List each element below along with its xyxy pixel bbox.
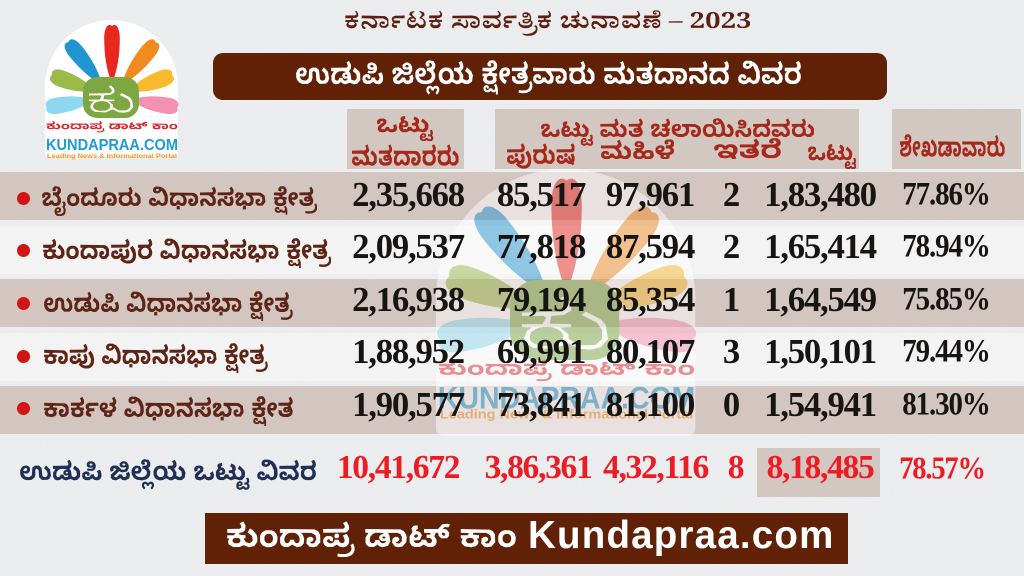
svg-text:Leading News & Informational P: Leading News & Informational Portal: [47, 153, 177, 160]
svg-text:KUNDAPRAA.COM: KUNDAPRAA.COM: [438, 380, 695, 415]
svg-text:Leading News & Informational P: Leading News & Informational Portal: [440, 406, 693, 421]
svg-text:KUNDAPRAA.COM: KUNDAPRAA.COM: [46, 137, 178, 154]
